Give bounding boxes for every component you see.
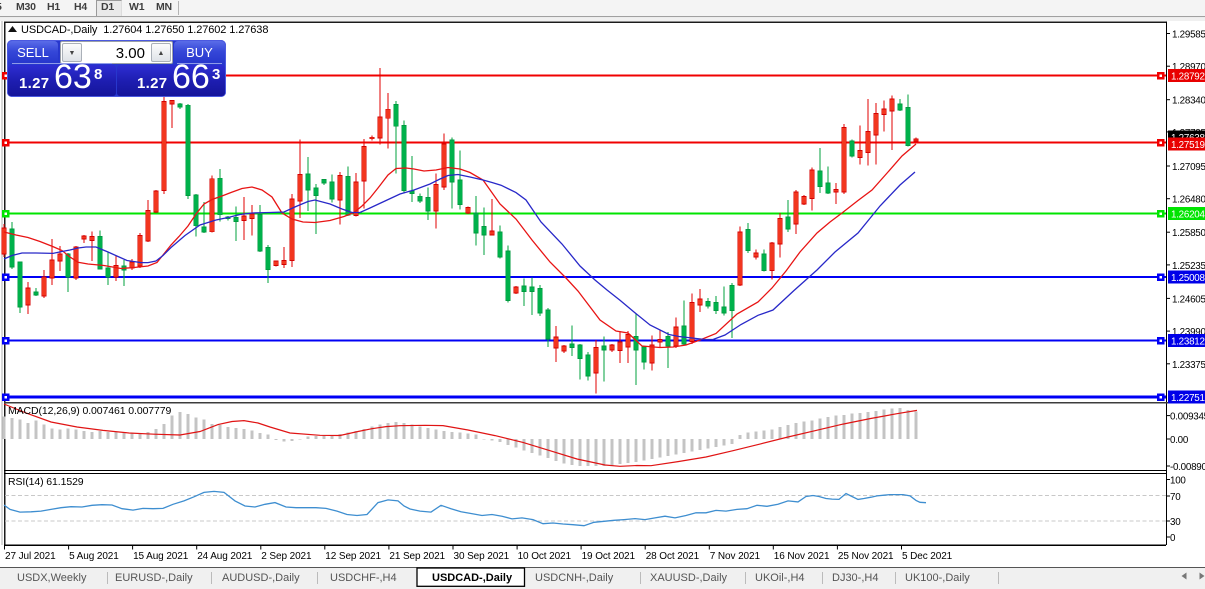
svg-text:19 Oct 2021: 19 Oct 2021	[582, 551, 636, 562]
svg-text:1.24605: 1.24605	[1172, 294, 1205, 305]
svg-text:10 Oct 2021: 10 Oct 2021	[518, 551, 572, 562]
svg-text:1.25008: 1.25008	[1171, 273, 1205, 284]
svg-text:25 Nov 2021: 25 Nov 2021	[838, 551, 894, 562]
svg-text:21 Sep 2021: 21 Sep 2021	[389, 551, 445, 562]
svg-text:15 Aug 2021: 15 Aug 2021	[133, 551, 189, 562]
svg-text:5 Aug 2021: 5 Aug 2021	[69, 551, 119, 562]
svg-text:5 Dec 2021: 5 Dec 2021	[902, 551, 953, 562]
svg-text:MACD(12,26,9) 0.007461 0.00777: MACD(12,26,9) 0.007461 0.007779	[8, 405, 172, 417]
svg-text:28 Oct 2021: 28 Oct 2021	[646, 551, 700, 562]
svg-text:1.27095: 1.27095	[1172, 162, 1205, 173]
svg-text:1.26480: 1.26480	[1172, 195, 1205, 206]
svg-text:1.25850: 1.25850	[1172, 228, 1205, 239]
svg-text:1.28340: 1.28340	[1172, 96, 1205, 107]
svg-text:1.22751: 1.22751	[1171, 393, 1205, 404]
svg-text:1.23990: 1.23990	[1172, 327, 1205, 338]
svg-text:0: 0	[1170, 533, 1176, 544]
svg-text:16 Nov 2021: 16 Nov 2021	[774, 551, 830, 562]
svg-text:27 Jul 2021: 27 Jul 2021	[5, 551, 56, 562]
svg-text:12 Sep 2021: 12 Sep 2021	[325, 551, 381, 562]
svg-text:1.23375: 1.23375	[1172, 360, 1205, 371]
svg-text:0.009345: 0.009345	[1170, 412, 1205, 423]
svg-text:30: 30	[1170, 517, 1181, 528]
svg-text:1.25235: 1.25235	[1172, 261, 1205, 272]
svg-text:70: 70	[1170, 492, 1181, 503]
svg-text:1.28792: 1.28792	[1171, 72, 1205, 83]
svg-text:24 Aug 2021: 24 Aug 2021	[197, 551, 253, 562]
svg-text:100: 100	[1170, 476, 1186, 487]
svg-text:1.27519: 1.27519	[1171, 140, 1205, 151]
svg-text:30 Sep 2021: 30 Sep 2021	[454, 551, 510, 562]
svg-text:1.26204: 1.26204	[1171, 210, 1205, 221]
svg-text:RSI(14) 61.1529: RSI(14) 61.1529	[8, 476, 84, 488]
svg-text:1.28970: 1.28970	[1172, 62, 1205, 73]
svg-text:1.23812: 1.23812	[1171, 337, 1205, 348]
svg-text:0.00: 0.00	[1170, 435, 1189, 446]
svg-text:1.29585: 1.29585	[1172, 30, 1205, 41]
svg-text:-0.00890: -0.00890	[1170, 462, 1205, 473]
svg-text:2 Sep 2021: 2 Sep 2021	[261, 551, 312, 562]
svg-text:7 Nov 2021: 7 Nov 2021	[710, 551, 761, 562]
svg-text:USDCAD-,Daily 1.27604 1.27650: USDCAD-,Daily 1.27604 1.27650 1.27602 1.…	[21, 24, 268, 36]
